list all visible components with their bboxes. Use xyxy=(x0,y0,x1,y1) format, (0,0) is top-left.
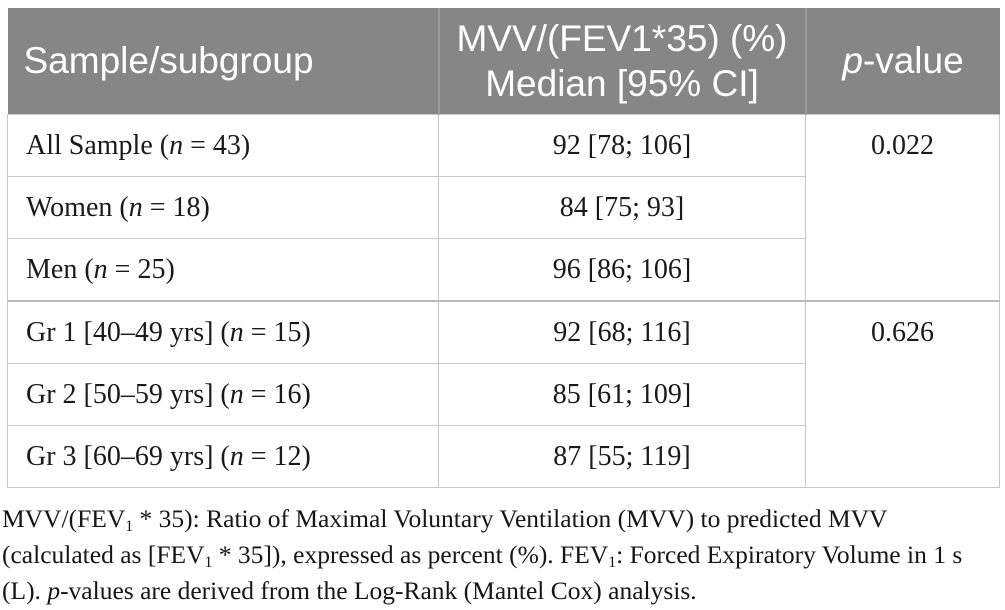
n-symbol: n xyxy=(169,129,184,161)
fev-subscript: 1 xyxy=(204,553,213,571)
row-label-count: = 12) xyxy=(243,440,311,472)
n-symbol: n xyxy=(229,440,244,472)
n-symbol: n xyxy=(93,253,108,285)
table-row-gr1: Gr 1 [40–49 yrs] (n = 15) 92 [68; 116] 0… xyxy=(7,300,1000,488)
header-mvv-ratio-line2: Median [95% CI] xyxy=(485,63,759,104)
header-p-italic: p xyxy=(842,40,863,81)
row-label-text: Men ( xyxy=(26,253,94,285)
n-symbol: n xyxy=(229,316,244,348)
row-label-count: = 18) xyxy=(142,191,210,223)
table-row-gr3: Gr 3 [60–69 yrs] (n = 12) 87 [55; 119] xyxy=(7,425,1000,488)
table-row-women: Women (n = 18) 84 [75; 93] xyxy=(7,176,1000,239)
footnote-text: * 35): Ratio of Maximal Voluntary Ventil… xyxy=(2,504,887,569)
row-label-text: All Sample ( xyxy=(26,129,170,161)
header-mvv-ratio-line1: MVV/(FEV1*35) (%) xyxy=(456,17,788,59)
row-label-count: = 16) xyxy=(243,378,311,410)
row-label-text: Gr 1 [40–49 yrs] ( xyxy=(26,316,230,348)
table-header: Sample/subgroup MVV/(FEV1*35) (%) Median… xyxy=(7,8,1000,115)
table-row-gr2: Gr 2 [50–59 yrs] (n = 16) 85 [61; 109] xyxy=(7,363,1000,426)
table-footnote: MVV/(FEV1 * 35): Ratio of Maximal Volunt… xyxy=(2,501,1002,609)
row-label-count: = 15) xyxy=(243,316,311,348)
row-label: Women (n = 18) xyxy=(7,176,439,239)
footnote-text: MVV/(FEV xyxy=(2,504,126,533)
median-ci-value: 92 [68; 116] xyxy=(438,300,806,364)
fev-subscript: 1 xyxy=(125,517,134,535)
page: Sample/subgroup MVV/(FEV1*35) (%) Median… xyxy=(0,8,1005,610)
p-symbol: p xyxy=(47,576,61,605)
header-sample-subgroup: Sample/subgroup xyxy=(7,8,440,115)
row-label: Men (n = 25) xyxy=(7,238,439,302)
table-row-men: Men (n = 25) 96 [86; 106] xyxy=(7,238,1000,302)
footnote-text: * 35]), expressed as percent (%). FEV xyxy=(212,540,609,569)
footnote-text: -values are derived from the Log-Rank (M… xyxy=(60,576,697,605)
row-label: Gr 1 [40–49 yrs] (n = 15) xyxy=(7,300,439,364)
table-row-all-sample: All Sample (n = 43) 92 [78; 106] 0.022 xyxy=(7,114,1000,302)
header-sample-subgroup-label: Sample/subgroup xyxy=(23,40,314,81)
median-ci-value: 87 [55; 119] xyxy=(438,425,806,488)
header-row: Sample/subgroup MVV/(FEV1*35) (%) Median… xyxy=(7,8,1000,115)
table-body: All Sample (n = 43) 92 [78; 106] 0.022 W… xyxy=(7,114,1000,488)
row-label-text: Women ( xyxy=(26,191,129,223)
median-ci-value: 84 [75; 93] xyxy=(438,176,806,239)
p-value-group1: 0.022 xyxy=(805,114,1000,302)
row-label-count: = 25) xyxy=(107,253,175,285)
header-p-rest: -value xyxy=(862,40,964,81)
row-label-text: Gr 2 [50–59 yrs] ( xyxy=(26,378,230,410)
n-symbol: n xyxy=(229,378,244,410)
row-label-count: = 43) xyxy=(183,129,251,161)
row-label: Gr 3 [60–69 yrs] (n = 12) xyxy=(7,425,439,488)
row-label: All Sample (n = 43) xyxy=(7,114,439,177)
row-label: Gr 2 [50–59 yrs] (n = 16) xyxy=(7,363,439,426)
median-ci-value: 96 [86; 106] xyxy=(438,238,806,302)
row-label-text: Gr 3 [60–69 yrs] ( xyxy=(26,440,230,472)
fev-subscript: 1 xyxy=(608,553,617,571)
results-table: Sample/subgroup MVV/(FEV1*35) (%) Median… xyxy=(7,8,1000,488)
median-ci-value: 85 [61; 109] xyxy=(438,363,806,426)
header-mvv-ratio: MVV/(FEV1*35) (%) Median [95% CI] xyxy=(438,8,807,115)
n-symbol: n xyxy=(128,191,143,223)
header-p-value: p-value xyxy=(805,8,1000,115)
p-value-group2: 0.626 xyxy=(805,300,1000,488)
footnote-text: : Forced Expiratory Volume in 1 s (L). xyxy=(2,540,963,605)
median-ci-value: 92 [78; 106] xyxy=(438,114,806,177)
